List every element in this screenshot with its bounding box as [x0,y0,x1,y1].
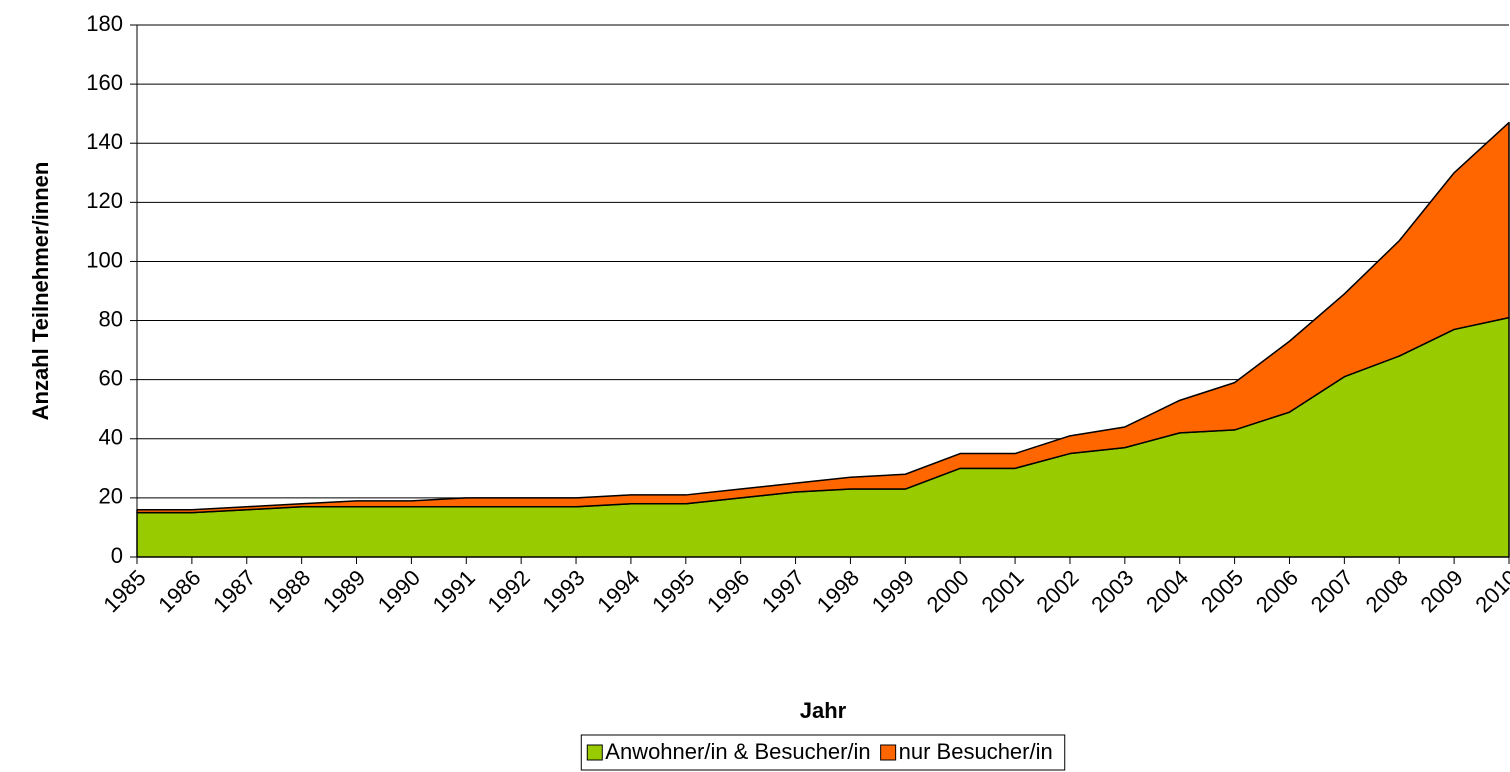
x-tick-label: 1996 [702,565,754,617]
x-tick-label: 2003 [1086,565,1138,617]
legend-label: nur Besucher/in [899,739,1053,764]
y-tick-label: 180 [86,11,123,36]
legend-box [580,734,1066,771]
y-tick-label: 100 [86,247,123,272]
x-tick-label: 2004 [1141,565,1193,617]
x-tick-label: 1990 [373,565,425,617]
x-tick-label: 2009 [1415,565,1467,617]
area [136,121,1510,514]
x-tick-label: 1985 [98,565,150,617]
y-axis-label: Anzahl Teilnehmer/innen [28,162,53,421]
x-tick-label: 2008 [1361,565,1413,617]
x-tick-label: 1994 [592,565,644,617]
y-tick-label: 0 [111,543,123,568]
x-tick-label: 2002 [1031,565,1083,617]
x-axis-label: Jahr [800,698,847,723]
x-tick-label: 2006 [1251,565,1303,617]
x-tick-label: 1993 [537,565,589,617]
y-tick-label: 160 [86,70,123,95]
x-tick-label: 1988 [263,565,315,617]
legend-swatch [586,744,603,761]
y-tick-label: 80 [99,306,123,331]
x-tick-label: 1999 [867,565,919,617]
y-tick-label: 140 [86,129,123,154]
legend-label: Anwohner/in & Besucher/in [605,739,870,764]
x-tick-label: 2000 [922,565,974,617]
x-tick-label: 1986 [153,565,205,617]
y-tick-label: 20 [99,484,123,509]
x-tick-label: 1992 [483,565,535,617]
y-tick-label: 60 [99,365,123,390]
x-tick-label: 1995 [647,565,699,617]
x-tick-label: 2001 [976,565,1028,617]
x-tick-label: 1991 [428,565,480,617]
x-tick-label: 2010 [1470,565,1510,617]
x-tick-label: 2007 [1306,565,1358,617]
y-tick-label: 120 [86,188,123,213]
x-tick-label: 1989 [318,565,370,617]
x-tick-label: 1998 [812,565,864,617]
x-tick-label: 2005 [1196,565,1248,617]
legend: Anwohner/in & Besucher/in nur Besucher/in [580,734,1066,771]
y-tick-label: 40 [99,425,123,450]
legend-swatch [880,744,897,761]
x-tick-label: 1987 [208,565,260,617]
x-tick-label: 1997 [757,565,809,617]
